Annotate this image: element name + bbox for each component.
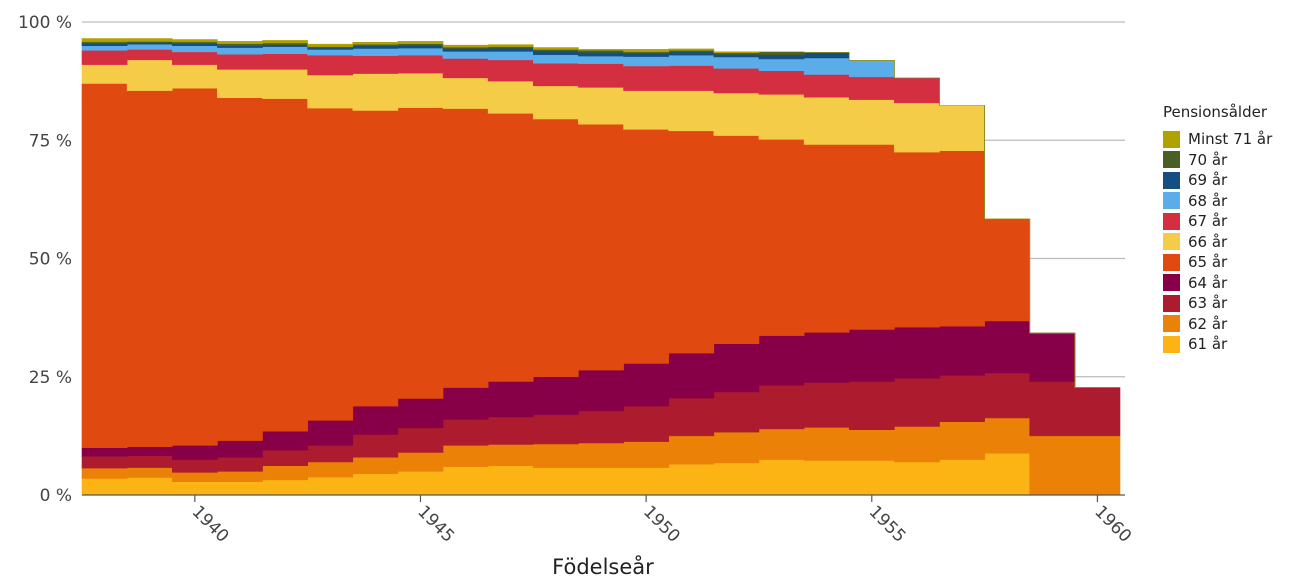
legend-item: 63 år bbox=[1163, 293, 1272, 314]
y-axis-tick-labels: 0 % 25 % 50 % 75 % 100 % bbox=[18, 13, 72, 506]
legend-swatch bbox=[1163, 335, 1180, 353]
legend-swatch bbox=[1163, 212, 1180, 230]
legend-item: 65 år bbox=[1163, 252, 1272, 273]
legend-swatch bbox=[1163, 253, 1180, 271]
legend-item: Minst 71 år bbox=[1163, 129, 1272, 150]
legend-label: 64 år bbox=[1188, 273, 1228, 292]
y-tick-label: 0 % bbox=[40, 486, 72, 506]
x-tick-label: 1940 bbox=[188, 502, 233, 547]
legend-label: 62 år bbox=[1188, 314, 1228, 333]
x-tick-label: 1945 bbox=[413, 502, 458, 547]
legend-items: Minst 71 år 70 år 69 år 68 år 67 år 66 år 65 å… bbox=[1163, 129, 1272, 355]
legend-swatch bbox=[1163, 274, 1180, 292]
x-tick-label: 1950 bbox=[639, 502, 684, 547]
legend-swatch bbox=[1163, 315, 1180, 333]
legend-label: Minst 71 år bbox=[1188, 130, 1273, 149]
legend-item: 69 år bbox=[1163, 170, 1272, 191]
legend-label: 68 år bbox=[1188, 191, 1228, 210]
legend-swatch bbox=[1163, 151, 1180, 169]
legend-label: 69 år bbox=[1188, 171, 1228, 190]
legend-item: 66 år bbox=[1163, 232, 1272, 253]
x-tick-label: 1960 bbox=[1090, 502, 1135, 547]
legend-item: 70 år bbox=[1163, 150, 1272, 171]
y-tick-label: 50 % bbox=[29, 250, 72, 270]
series-areas bbox=[81, 38, 1121, 496]
legend-item: 61 år bbox=[1163, 334, 1272, 355]
legend-item: 64 år bbox=[1163, 273, 1272, 294]
legend-label: 65 år bbox=[1188, 253, 1228, 272]
legend-swatch bbox=[1163, 233, 1180, 251]
y-tick-label: 100 % bbox=[18, 13, 72, 33]
legend: Pensionsålder Minst 71 år 70 år 69 år 68 år… bbox=[1163, 103, 1272, 355]
legend-label: 61 år bbox=[1188, 335, 1228, 354]
legend-label: 70 år bbox=[1188, 150, 1228, 169]
y-tick-label: 25 % bbox=[29, 368, 72, 388]
legend-item: 68 år bbox=[1163, 191, 1272, 212]
legend-swatch bbox=[1163, 294, 1180, 312]
legend-swatch bbox=[1163, 171, 1180, 189]
series-area-Minst-71-år bbox=[81, 38, 1120, 388]
legend-label: 67 år bbox=[1188, 212, 1228, 231]
legend-label: 63 år bbox=[1188, 294, 1228, 313]
x-axis: 1940 1945 1950 1955 1960 bbox=[82, 494, 1135, 547]
legend-swatch bbox=[1163, 192, 1180, 210]
legend-item: 62 år bbox=[1163, 314, 1272, 335]
legend-item: 67 år bbox=[1163, 211, 1272, 232]
x-axis-title: Födelseår bbox=[552, 554, 654, 577]
legend-swatch bbox=[1163, 130, 1180, 148]
legend-title: Pensionsålder bbox=[1163, 103, 1268, 121]
legend-label: 66 år bbox=[1188, 232, 1228, 251]
x-tick-label: 1955 bbox=[865, 502, 910, 547]
y-tick-label: 75 % bbox=[29, 131, 72, 151]
